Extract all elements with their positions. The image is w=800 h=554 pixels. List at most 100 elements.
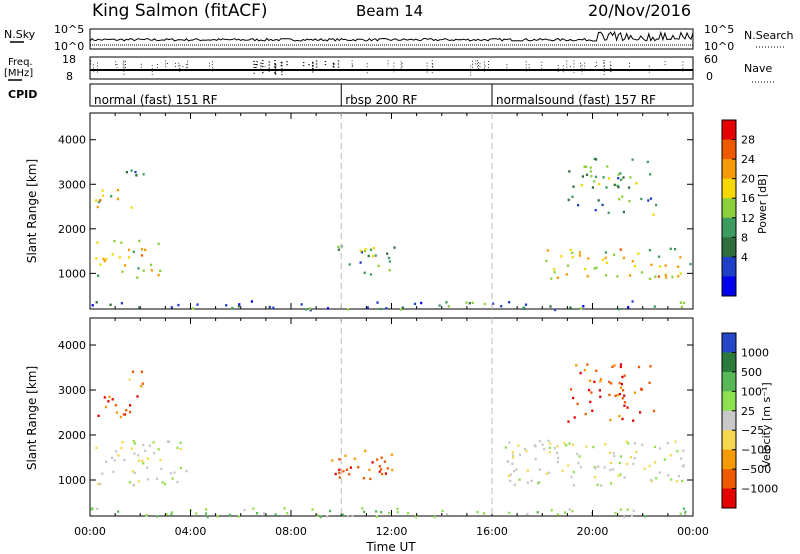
range-gate-cell: [657, 275, 660, 278]
range-gate-cell: [99, 482, 102, 486]
range-gate-cell: [677, 265, 680, 268]
range-gate-cell: [550, 277, 553, 280]
range-gate-cell: [148, 444, 151, 447]
nsky-trace: [89, 30, 694, 46]
range-gate-cell: [635, 450, 638, 454]
range-gate-cell: [238, 303, 241, 306]
range-gate-cell: [534, 457, 537, 461]
nsky-line: [89, 30, 694, 42]
range-gate-cell: [319, 515, 322, 519]
range-gate-cell: [567, 198, 570, 202]
range-gate-cell: [675, 480, 678, 483]
freq-tick-bottom: 8: [66, 70, 73, 83]
range-gate-cell: [326, 307, 330, 310]
range-gate-cell: [565, 444, 568, 447]
range-gate-cell: [465, 301, 468, 304]
range-gate-cell: [576, 402, 579, 406]
colorbar-swatch: [722, 410, 736, 431]
beam-title: Beam 14: [356, 2, 423, 20]
range-gate-cell: [176, 446, 179, 450]
range-gate-cell: [589, 170, 592, 173]
range-gate-cell: [557, 456, 560, 460]
range-gate-cell: [157, 242, 160, 246]
range-gate-cell: [97, 414, 100, 417]
range-gate-cell: [596, 483, 599, 487]
range-gate-cell: [567, 420, 570, 423]
range-gate-cell: [667, 474, 670, 477]
range-gate-cell: [511, 451, 514, 454]
range-gate-cell: [618, 414, 621, 418]
range-gate-cell: [445, 301, 448, 304]
range-gate-cell: [622, 389, 625, 392]
range-gate-cell: [613, 253, 616, 256]
power-panel-frame: [89, 112, 694, 310]
range-gate-cell: [399, 308, 402, 311]
range-gate-cell: [351, 514, 354, 518]
range-gate-cell: [413, 302, 417, 306]
range-gate-cell: [575, 364, 578, 367]
range-gate-cell: [670, 478, 673, 481]
freq-tick-top: 18: [62, 53, 76, 66]
range-gate-cell: [390, 453, 393, 456]
range-gate-cell: [157, 448, 160, 451]
range-gate-cell: [569, 388, 573, 391]
range-gate-cell: [130, 447, 133, 450]
range-gate-cell: [595, 369, 598, 372]
range-gate-cell: [371, 461, 374, 464]
range-gate-cell: [563, 442, 566, 445]
range-gate-cell: [111, 253, 114, 256]
power-yaxis-ticks: 1000 2000 3000 4000: [58, 113, 694, 309]
range-gate-cell: [101, 194, 104, 197]
range-gate-cell: [526, 512, 529, 516]
range-gate-cell: [619, 386, 622, 389]
range-gate-cell: [170, 306, 173, 309]
ytick-label: 1000: [58, 267, 86, 280]
range-gate-cell: [132, 470, 135, 473]
colorbar-swatch: [722, 276, 736, 297]
range-gate-cell: [447, 305, 450, 308]
range-gate-cell: [617, 186, 620, 189]
range-gate-cell: [216, 515, 219, 518]
range-gate-cell: [149, 263, 153, 267]
range-gate-cell: [113, 459, 116, 462]
range-gate-cell: [179, 448, 182, 451]
range-gate-cell: [504, 446, 507, 449]
range-gate-cell: [129, 404, 132, 407]
range-gate-cell: [619, 455, 623, 458]
range-gate-cell: [141, 382, 144, 385]
range-gate-cell: [648, 277, 652, 280]
range-gate-cell: [508, 301, 511, 304]
time-tick-label: 00:00: [677, 525, 709, 538]
range-gate-cell: [96, 241, 99, 244]
range-gate-cell: [619, 508, 622, 511]
range-gate-cell: [611, 365, 614, 368]
range-gate-cell: [99, 263, 102, 266]
colorbar-swatch: [722, 198, 736, 219]
range-gate-cell: [121, 270, 124, 273]
range-gate-cell: [237, 515, 241, 518]
range-gate-cell: [619, 473, 622, 476]
range-gate-cell: [679, 256, 682, 259]
nsearch-label: N.Search: [744, 29, 794, 42]
range-gate-cell: [170, 511, 173, 514]
range-gate-cell: [553, 268, 556, 271]
colorbar-tick-label: 20: [741, 173, 755, 186]
range-gate-cell: [237, 305, 240, 308]
range-gate-cell: [363, 271, 366, 274]
nave-tick-top: 60: [704, 53, 718, 66]
colorbar-swatch: [722, 256, 736, 277]
nsky-tick-top: 10^5: [54, 23, 84, 36]
range-gate-cell: [376, 458, 379, 461]
range-gate-cell: [511, 462, 514, 465]
range-gate-cell: [99, 199, 102, 202]
range-gate-cell: [585, 165, 588, 168]
range-gate-cell: [110, 456, 114, 459]
range-gate-cell: [132, 439, 135, 443]
range-gate-cell: [588, 388, 591, 392]
range-gate-cell: [119, 415, 122, 419]
range-gate-cell: [263, 512, 266, 515]
colorbar-tick-label: 500: [741, 366, 762, 379]
range-gate-cell: [345, 468, 348, 471]
range-gate-cell: [689, 262, 692, 266]
range-gate-cell: [569, 307, 572, 310]
